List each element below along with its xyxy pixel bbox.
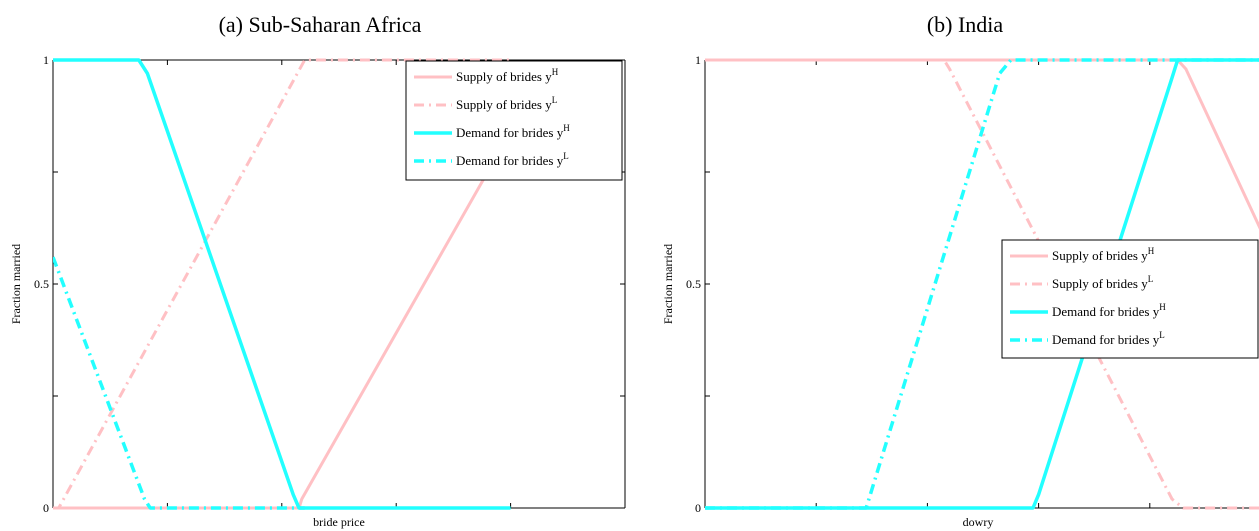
series-line-2 [53,58,511,510]
series-line-1 [53,130,512,510]
legend-entry: Demand for brides yH [456,123,570,140]
y-tick-label: 0 [695,501,701,515]
legend-entry: Supply of brides yL [456,95,557,112]
plot-area [53,58,512,510]
y-tick-label: 0 [43,501,49,515]
legend-box [1001,239,1259,359]
y-tick-label: 0.5 [686,277,701,291]
y-tick-label: 0.5 [34,277,49,291]
chart-panel-a: (a) Sub-Saharan Africa 0 0.5 1 bride price Fr… [9,12,626,529]
legend-entry: Supply of brides yL [1052,274,1153,291]
legend: Supply of brides yH Supply of brides yL De… [405,60,623,181]
series-line-1 [705,58,1259,230]
y-tick-label: 1 [43,53,49,67]
legend-entry: Demand for brides yL [456,151,569,168]
y-tick-label: 1 [695,53,701,67]
legend: Supply of brides yH Supply of brides yL De… [1001,239,1259,359]
legend-entry: Supply of brides yH [1052,246,1155,263]
chart-title: (b) India [927,12,1004,37]
legend-entry: Demand for brides yH [1052,302,1166,319]
chart-panel-b: (b) India 0 0.5 1 dowry Fraction married Suppl… [661,12,1259,529]
x-axis-label: bride price [313,515,365,529]
x-axis-label: dowry [963,515,994,529]
series-line-3 [53,58,511,510]
series-line-4 [53,256,305,510]
chart-title: (a) Sub-Saharan Africa [219,12,422,37]
legend-entry: Demand for brides yL [1052,330,1165,347]
y-axis-label: Fraction married [661,244,675,324]
y-axis-label: Fraction married [9,244,23,324]
legend-entry: Supply of brides yH [456,67,559,84]
